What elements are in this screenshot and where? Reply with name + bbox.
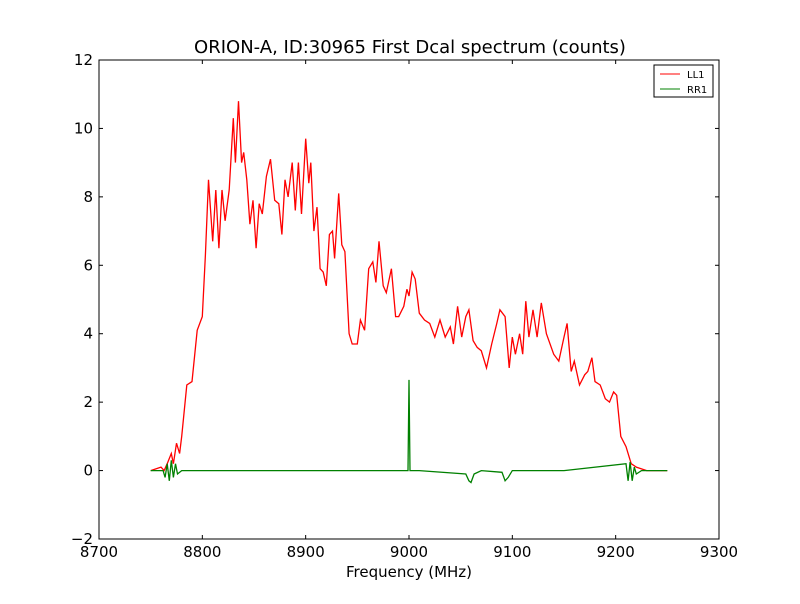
chart-title: ORION-A, ID:30965 First Dcal spectrum (c… — [194, 37, 626, 58]
x-tick-label: 9000 — [390, 543, 428, 561]
x-tick-label: 8700 — [80, 543, 118, 561]
series-line-rr1 — [150, 379, 668, 484]
y-tick-label: −2 — [71, 530, 93, 548]
x-axis-label: Frequency (MHz) — [346, 563, 472, 581]
y-tick-label: 10 — [74, 119, 93, 137]
series-line-ll1 — [150, 101, 668, 472]
legend: LL1 RR1 — [653, 64, 714, 98]
x-tick-label: 9200 — [597, 543, 635, 561]
x-tick-label: 8800 — [183, 543, 221, 561]
y-tick-label: 6 — [83, 256, 93, 274]
y-tick-label: 0 — [83, 462, 93, 480]
y-tick-label: 12 — [74, 51, 93, 69]
y-tick-label: 4 — [83, 325, 93, 343]
legend-box — [653, 64, 714, 98]
plot-area — [150, 101, 668, 484]
axis-ticks: 8700 8800 8900 9000 9100 9200 9300 −2 0 2 4 6 8 10 12 — [71, 51, 738, 561]
x-tick-label: 9100 — [493, 543, 531, 561]
y-tick-label: 2 — [83, 393, 93, 411]
y-tick-label: 8 — [83, 188, 93, 206]
x-tick-label: 8900 — [287, 543, 325, 561]
legend-label-ll1: LL1 — [687, 70, 705, 81]
x-tick-label: 9300 — [700, 543, 738, 561]
legend-label-rr1: RR1 — [687, 85, 707, 96]
